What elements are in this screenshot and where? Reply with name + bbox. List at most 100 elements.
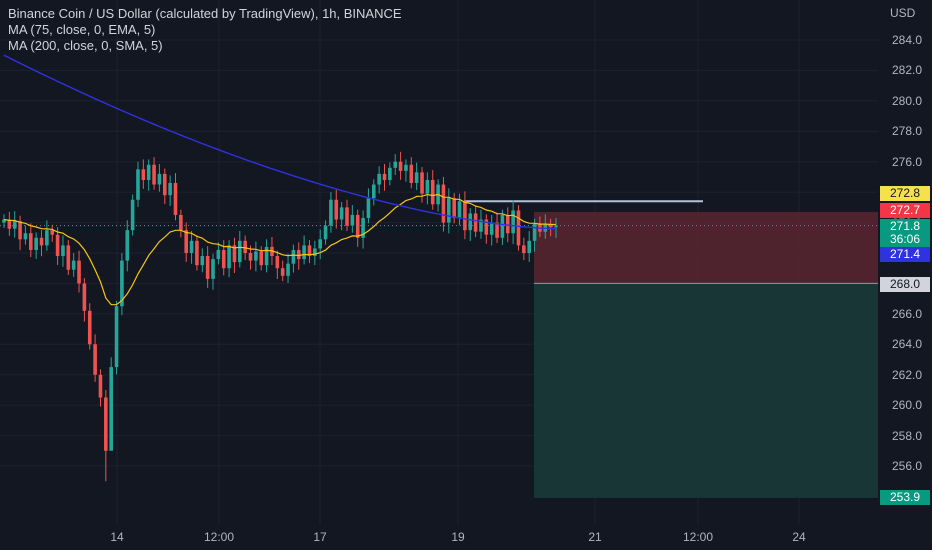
candle-body <box>388 167 392 180</box>
candle-body <box>302 245 306 260</box>
candle-body <box>28 233 33 250</box>
ma200-price-tag: 271.4 <box>880 247 930 262</box>
ma75-legend[interactable]: MA (75, close, 0, EMA, 5) <box>8 22 156 37</box>
candle-body <box>87 310 92 345</box>
candle-body <box>248 253 253 261</box>
time-tick-label: 12:00 <box>682 530 714 544</box>
candle-body <box>243 240 247 253</box>
candle-body <box>221 249 226 269</box>
candle-body <box>173 183 178 215</box>
chart-pane[interactable] <box>0 0 878 524</box>
price-chart[interactable] <box>0 0 878 524</box>
price-tick-label: 280.0 <box>892 93 923 108</box>
candle-body <box>280 268 285 276</box>
candle-body <box>200 256 205 266</box>
candle-body <box>34 237 38 250</box>
candle-body <box>307 245 312 257</box>
time-tick-label: 14 <box>110 530 124 544</box>
candle-body <box>548 224 553 228</box>
candle-body <box>168 183 172 196</box>
candle-body <box>2 219 6 223</box>
candle-body <box>146 164 151 180</box>
candle-body <box>162 173 167 196</box>
candle-body <box>264 246 269 266</box>
candle-body <box>179 214 183 231</box>
candle-body <box>516 210 521 246</box>
candle-body <box>7 219 12 229</box>
take-profit-zone <box>534 283 878 498</box>
candle-body <box>366 198 371 219</box>
candle-body <box>468 213 473 231</box>
candle-body <box>254 251 258 261</box>
candle-body <box>98 374 103 398</box>
candle-body <box>495 222 499 238</box>
candle-body <box>238 240 242 263</box>
candle-body <box>125 230 130 261</box>
candle-body <box>50 230 55 235</box>
candle-body <box>120 260 124 307</box>
last-price-tag: 271.8 <box>880 219 930 234</box>
price-tick-label: 260.0 <box>892 398 923 413</box>
currency-label: USD <box>890 6 916 20</box>
price-tick-label: 278.0 <box>892 124 923 139</box>
candle-body <box>441 184 446 223</box>
candle-body <box>350 214 355 226</box>
countdown-tag: 36:06 <box>880 232 930 247</box>
candle-body <box>104 397 108 451</box>
candle-body <box>66 245 71 270</box>
candle-body <box>329 199 333 226</box>
candle-body <box>157 173 162 185</box>
candle-body <box>409 164 414 184</box>
price-tick-label: 256.0 <box>892 459 923 473</box>
candle-body <box>473 213 478 232</box>
candle-body <box>414 172 419 184</box>
time-axis[interactable] <box>0 524 878 550</box>
candle-body <box>404 164 408 171</box>
candle-body <box>296 249 301 260</box>
candle-body <box>463 201 467 231</box>
candle-body <box>339 207 344 220</box>
candle-body <box>355 214 360 238</box>
candle-body <box>447 198 451 223</box>
ma200-legend[interactable]: MA (200, close, 0, SMA, 5) <box>8 38 163 53</box>
candle-body <box>286 263 290 276</box>
candle-body <box>152 164 156 185</box>
time-tick-label: 17 <box>313 530 327 544</box>
candle-body <box>484 219 489 235</box>
candle-body <box>136 169 140 200</box>
candle-body <box>554 225 558 228</box>
candle-body <box>189 240 194 253</box>
candle-body <box>334 199 339 220</box>
candle-body <box>393 161 398 168</box>
time-tick-label: 12:00 <box>203 530 235 544</box>
time-tick-label: 19 <box>451 530 465 544</box>
candle-body <box>505 214 510 234</box>
symbol-title[interactable]: Binance Coin / US Dollar (calculated by … <box>8 6 402 21</box>
price-tick-label: 284.0 <box>892 33 923 47</box>
candle-body <box>184 230 189 253</box>
price-axis[interactable]: USD <box>878 0 932 550</box>
candle-body <box>18 221 22 240</box>
candle-body <box>130 199 135 231</box>
candle-body <box>39 237 44 246</box>
candle-body <box>452 198 456 219</box>
ma75-line <box>3 193 557 306</box>
candle-body <box>323 225 328 240</box>
price-tick-label: 282.0 <box>892 63 923 78</box>
candle-body <box>291 249 296 264</box>
candle-body <box>141 169 146 180</box>
candle-body <box>532 224 537 241</box>
candle-body <box>361 218 365 238</box>
stop-loss-zone <box>534 211 878 284</box>
candle-body <box>522 245 526 253</box>
candle-body <box>275 256 280 269</box>
entry-price-tag: 268.0 <box>880 277 930 292</box>
candle-body <box>195 240 199 266</box>
candle-body <box>61 245 65 257</box>
candle-body <box>430 179 435 205</box>
price-tick-label: 266.0 <box>892 306 923 321</box>
stop-price-tag: 272.7 <box>880 203 930 218</box>
candle-body <box>55 234 60 257</box>
candle-body <box>398 161 403 171</box>
candle-body <box>211 259 215 279</box>
